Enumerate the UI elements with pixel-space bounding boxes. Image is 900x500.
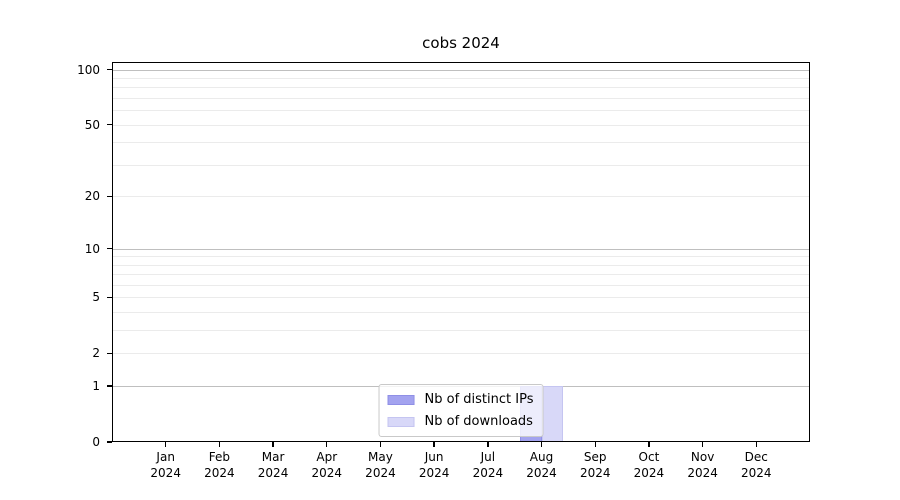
x-tick-month: Mar [261, 450, 285, 464]
y-tick-mark [107, 385, 112, 387]
x-tick-month: Aug [529, 450, 554, 464]
x-tick-label: Apr 2024 [311, 450, 342, 481]
plot-area: Nb of distinct IPs Nb of downloads [112, 62, 810, 442]
y-tick-mark [107, 247, 112, 250]
x-tick-year: 2024 [526, 465, 557, 480]
x-tick-mark [540, 442, 543, 447]
x-tick-label: Sep 2024 [580, 450, 611, 481]
gridline-minor [112, 330, 810, 332]
gridline-minor [112, 284, 810, 286]
y-tick-mark [107, 296, 112, 299]
gridline-major [112, 69, 810, 71]
x-tick-mark [326, 442, 328, 447]
x-tick-month: Jul [480, 450, 496, 464]
x-tick-mark [701, 442, 704, 447]
gridline-major [112, 248, 810, 250]
legend: Nb of distinct IPs Nb of downloads [378, 384, 544, 437]
y-tick-mark [107, 441, 112, 443]
legend-swatch [387, 394, 415, 405]
x-tick-label: Jun 2024 [419, 450, 450, 481]
x-axis: Jan 2024 Feb 2024 Mar 2024 Apr 2024 May 2024 Jun 20… [112, 442, 810, 492]
x-tick-mark [755, 442, 757, 447]
legend-entry: Nb of distinct IPs [387, 390, 534, 409]
x-tick-label: May 2024 [365, 450, 396, 481]
x-tick-month: Sep [583, 450, 607, 464]
x-tick-label: Jan 2024 [150, 450, 181, 481]
x-tick-label: Jul 2024 [473, 450, 504, 481]
x-tick-month: Jun [424, 450, 444, 464]
x-tick-month: Oct [638, 450, 660, 464]
gridline-minor [112, 87, 810, 89]
gridline-minor [112, 110, 810, 112]
gridline-minor [112, 124, 810, 126]
x-tick-year: 2024 [204, 465, 235, 480]
gridline-minor [112, 78, 810, 80]
x-tick-year: 2024 [311, 465, 343, 480]
legend-label: Nb of distinct IPs [424, 392, 534, 407]
y-tick-label: 5 [92, 290, 100, 305]
x-tick-year: 2024 [579, 465, 611, 480]
y-tick-mark [107, 124, 112, 126]
y-tick-mark [107, 352, 112, 355]
y-tick-label: 20 [84, 189, 100, 204]
gridline-minor [112, 297, 810, 299]
y-tick-label: 10 [84, 241, 100, 256]
gridline-minor [112, 264, 810, 266]
x-tick-label: Oct 2024 [634, 450, 665, 481]
gridline-minor [112, 98, 810, 100]
y-axis: 100 50 20 10 5 2 1 0 [0, 62, 112, 449]
x-tick-label: Dec 2024 [741, 450, 772, 481]
x-tick-mark [379, 442, 382, 447]
x-tick-month: Dec [744, 450, 768, 464]
x-tick-year: 2024 [687, 465, 718, 480]
legend-swatch [387, 416, 415, 427]
bar-nb-of-downloads [541, 386, 563, 442]
x-tick-mark [648, 442, 650, 447]
y-tick-label: 50 [84, 117, 100, 132]
gridline-minor [112, 196, 810, 198]
x-tick-month: Nov [690, 450, 715, 464]
gridline-minor [112, 353, 810, 355]
x-tick-mark [433, 442, 435, 447]
y-tick-label: 100 [77, 62, 100, 77]
x-tick-label: Feb 2024 [204, 450, 235, 481]
gridline-minor [112, 274, 810, 276]
y-tick-label: 2 [92, 346, 100, 361]
x-tick-year: 2024 [418, 465, 450, 480]
x-tick-year: 2024 [741, 465, 772, 480]
legend-label: Nb of downloads [424, 414, 533, 429]
gridline-minor [112, 142, 810, 144]
x-tick-mark [164, 442, 167, 447]
x-tick-mark [272, 442, 274, 447]
x-tick-label: Nov 2024 [687, 450, 718, 481]
y-tick-mark [107, 68, 112, 71]
gridline-minor [112, 256, 810, 258]
y-tick-label: 0 [92, 435, 100, 449]
x-tick-month: Apr [316, 450, 338, 464]
chart-title: cobs 2024 [422, 34, 500, 52]
x-tick-label: Mar 2024 [258, 450, 289, 481]
legend-entry: Nb of downloads [387, 412, 534, 431]
y-tick-label: 1 [92, 379, 100, 394]
gridline-minor [112, 312, 810, 314]
x-tick-year: 2024 [257, 465, 289, 480]
gridline-minor [112, 164, 810, 166]
x-tick-year: 2024 [633, 465, 665, 480]
x-tick-year: 2024 [472, 465, 504, 480]
x-tick-month: Jan [156, 450, 175, 464]
x-tick-label: Aug 2024 [526, 450, 557, 481]
x-tick-month: May [368, 450, 393, 464]
x-tick-year: 2024 [150, 465, 181, 480]
y-tick-mark [107, 195, 112, 198]
x-tick-mark [594, 442, 596, 447]
x-tick-mark [218, 442, 221, 447]
x-tick-year: 2024 [365, 465, 396, 480]
x-tick-mark [487, 442, 489, 447]
x-tick-month: Feb [208, 450, 230, 464]
